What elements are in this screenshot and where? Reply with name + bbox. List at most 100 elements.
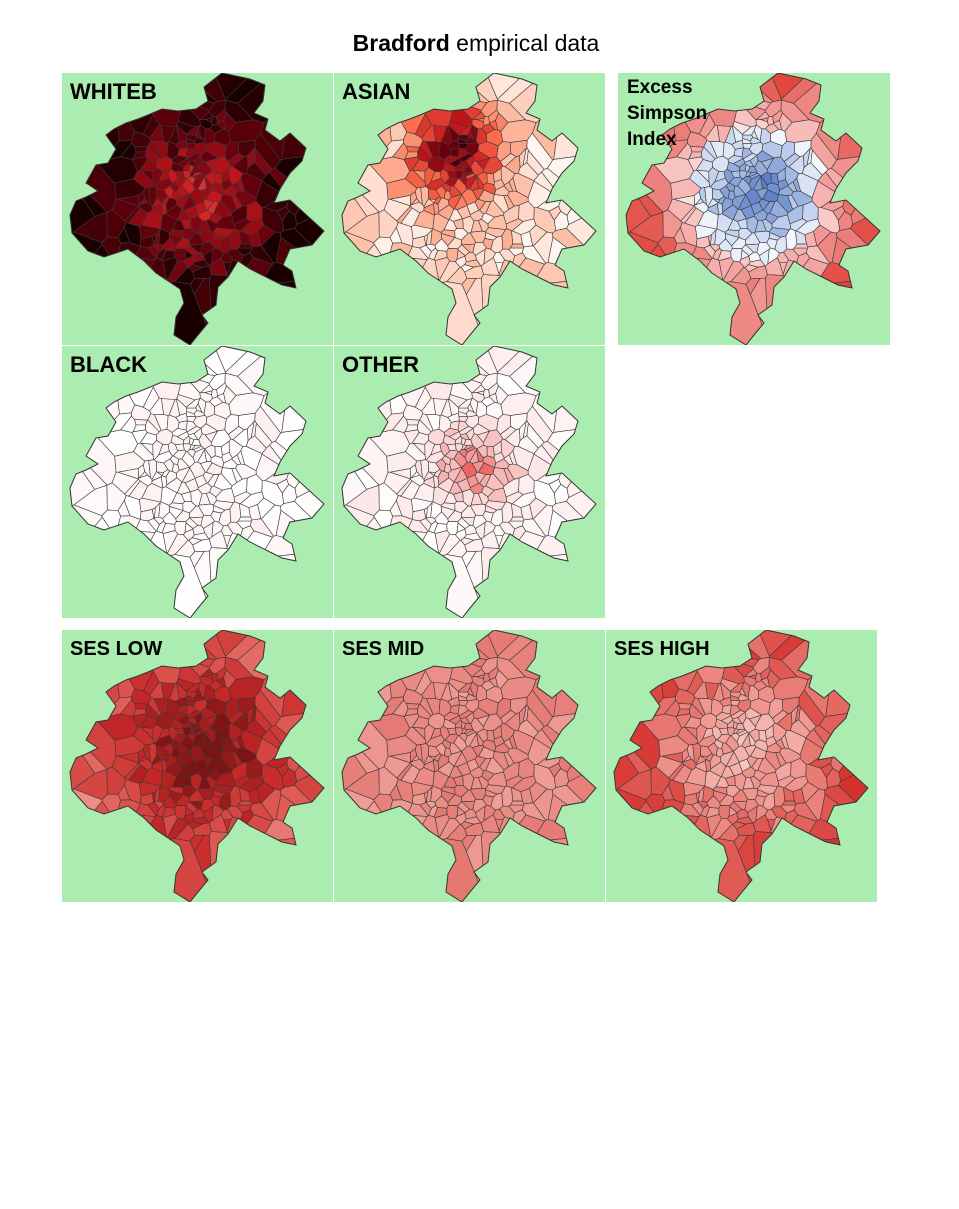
ward-region	[236, 450, 246, 465]
ward-region	[427, 155, 446, 173]
ward-region	[482, 511, 494, 523]
ward-region	[626, 231, 659, 294]
ward-region	[466, 758, 480, 773]
ward-region	[294, 183, 324, 226]
ward-region	[294, 762, 324, 825]
ward-region	[707, 234, 712, 246]
ward-region	[756, 187, 769, 200]
ward-region	[508, 450, 518, 465]
ward-region	[553, 346, 596, 433]
ward-region	[440, 398, 453, 418]
ward-region	[149, 124, 164, 142]
ward-region	[228, 438, 244, 459]
map-panel-asian: ASIAN	[334, 73, 605, 345]
ward-region	[112, 530, 168, 612]
ward-region	[204, 714, 218, 727]
ward-region	[767, 115, 774, 126]
ward-region	[715, 776, 729, 789]
ward-region	[200, 460, 213, 473]
ward-region	[193, 693, 206, 702]
ward-region	[73, 211, 108, 243]
ward-region	[73, 484, 108, 516]
ward-region	[718, 805, 731, 820]
ward-region	[692, 743, 701, 765]
ward-region	[191, 728, 202, 734]
ward-region	[229, 501, 242, 523]
ward-region	[566, 762, 596, 825]
ward-region	[171, 492, 185, 505]
ward-region	[463, 171, 474, 177]
ward-region	[744, 160, 755, 168]
ward-region	[704, 186, 713, 208]
ward-region	[446, 521, 459, 536]
ward-region	[679, 222, 698, 247]
ward-region	[453, 735, 468, 752]
ward-region	[727, 219, 741, 232]
ward-region	[464, 538, 484, 552]
ward-region	[210, 238, 222, 250]
ward-region	[421, 681, 436, 699]
ward-region	[658, 735, 690, 757]
ward-region	[168, 398, 181, 418]
ward-region	[114, 451, 146, 473]
ward-region	[508, 177, 518, 192]
ward-region	[792, 177, 802, 192]
ward-region	[461, 550, 477, 569]
ward-region	[500, 165, 516, 186]
ward-region	[669, 257, 712, 334]
ward-region	[421, 397, 436, 415]
ward-region	[385, 257, 428, 334]
ward-region	[453, 178, 468, 195]
ward-region	[149, 397, 164, 415]
ward-region	[400, 764, 421, 784]
ward-region	[70, 788, 103, 851]
ward-region	[486, 730, 495, 743]
ward-region	[199, 676, 213, 687]
district-map	[341, 346, 597, 618]
ward-region	[70, 516, 121, 618]
ward-region	[194, 474, 208, 489]
ward-region	[472, 744, 485, 757]
ward-region	[770, 173, 779, 186]
ward-region	[748, 728, 760, 743]
ward-region	[750, 775, 761, 790]
ward-region	[712, 682, 725, 702]
ward-region	[228, 722, 244, 743]
ward-region	[763, 201, 776, 215]
ward-region	[208, 547, 252, 618]
ward-region	[500, 438, 516, 459]
ward-region	[236, 177, 246, 192]
ward-region	[752, 831, 796, 902]
ward-region	[693, 681, 708, 699]
ward-region	[508, 734, 518, 749]
panel-label: SES LOW	[70, 638, 163, 660]
ward-region	[461, 277, 477, 296]
ward-region	[614, 788, 647, 851]
ward-region	[629, 211, 664, 243]
ward-region	[138, 198, 148, 206]
ward-region	[745, 277, 761, 296]
ward-region	[758, 730, 767, 743]
ward-region	[476, 444, 488, 459]
ward-region	[695, 791, 700, 803]
ward-region	[825, 630, 868, 717]
ward-region	[694, 198, 704, 206]
ward-region	[384, 257, 440, 339]
ward-region	[748, 265, 768, 279]
ward-region	[705, 124, 720, 142]
ward-region	[181, 178, 196, 195]
ward-region	[189, 789, 205, 803]
ward-region	[463, 444, 474, 450]
panel-label: WHITEB	[70, 79, 157, 104]
ward-region	[149, 681, 164, 699]
ward-region	[345, 484, 380, 516]
ward-region	[466, 201, 480, 216]
ward-region	[70, 800, 121, 902]
ward-region	[423, 507, 428, 519]
map-panel-ses-low: SES LOW	[62, 630, 333, 902]
ward-region	[733, 834, 749, 853]
ward-region	[464, 822, 484, 836]
ward-region	[211, 115, 218, 126]
ward-region	[155, 712, 174, 730]
ward-region	[123, 222, 142, 247]
